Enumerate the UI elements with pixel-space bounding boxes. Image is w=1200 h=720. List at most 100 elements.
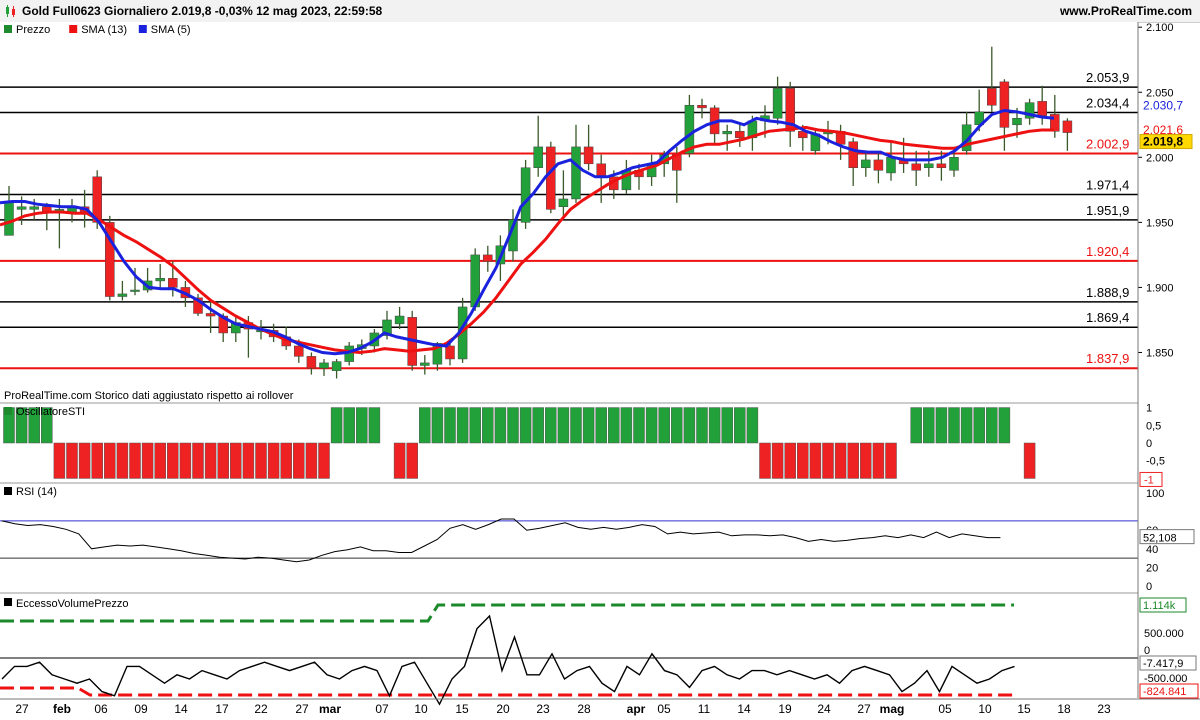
sti-bar xyxy=(834,442,847,479)
evp-y-tick-label: 500.000 xyxy=(1144,628,1184,640)
candle-body xyxy=(571,146,581,200)
sti-bar xyxy=(53,442,66,479)
evp-legend-swatch xyxy=(4,598,12,606)
sti-bar xyxy=(204,442,217,479)
sti-legend-swatch xyxy=(4,407,12,415)
sti-bar xyxy=(293,442,305,479)
price-legend-swatch xyxy=(69,25,78,33)
x-tick-label: 20 xyxy=(496,702,510,716)
sma13-last-tag-bg xyxy=(1140,123,1192,138)
evp-lower-band xyxy=(0,686,1014,697)
x-tick-label: 27 xyxy=(857,702,871,716)
evp-value-tag: -7.417,9 xyxy=(1143,658,1183,670)
sti-bar xyxy=(305,442,318,479)
sti-bar xyxy=(154,442,166,479)
price-footer-text: ProRealTime.com Storico dati aggiustato … xyxy=(4,390,294,402)
evp-upper-tag: 1.114k xyxy=(1143,600,1176,612)
x-tick-label: 09 xyxy=(134,702,148,716)
candlestick-icon xyxy=(6,5,15,17)
candle-body xyxy=(294,345,304,357)
sti-bar xyxy=(923,407,935,444)
x-tick-label: mar xyxy=(319,702,341,716)
price-legend-label: SMA (5) xyxy=(151,24,191,36)
x-tick-label: 19 xyxy=(778,702,792,716)
rsi-y-tick-label: 40 xyxy=(1146,544,1158,556)
evp-lower-tag-bg xyxy=(1139,683,1199,699)
sti-bar xyxy=(759,442,771,479)
horizontal-level-label: 1.869,4 xyxy=(1086,310,1129,325)
candle-body xyxy=(432,343,443,365)
sti-bar xyxy=(192,442,204,479)
sti-legend-label: OscillatoreSTI xyxy=(16,406,85,418)
candle-body xyxy=(394,315,405,325)
sti-bar xyxy=(141,442,154,479)
candle-body xyxy=(1012,118,1022,126)
sti-bar xyxy=(847,442,859,479)
evp-upper-band xyxy=(0,603,1014,623)
sti-bar xyxy=(532,407,544,444)
candle-body xyxy=(861,159,871,168)
candle-body xyxy=(848,141,858,168)
sti-bar xyxy=(557,407,570,444)
candle-body xyxy=(331,361,342,371)
sti-bar xyxy=(28,407,40,444)
sti-bar xyxy=(645,407,658,444)
x-tick-label: 10 xyxy=(978,702,992,716)
sma13-last-tag: 2.021,6 xyxy=(1143,123,1183,137)
sti-bar xyxy=(960,407,973,444)
horizontal-level-label: 1.837,9 xyxy=(1086,351,1129,366)
sti-bar xyxy=(986,407,998,444)
sti-bar xyxy=(129,442,141,479)
x-tick-label: 11 xyxy=(698,702,711,716)
x-tick-label: 15 xyxy=(455,702,469,716)
price-legend-swatch xyxy=(4,25,12,33)
x-tick-label: 24 xyxy=(817,702,831,716)
sti-bar xyxy=(393,442,406,479)
horizontal-level-label: 1.920,4 xyxy=(1086,244,1129,259)
candle-body xyxy=(117,293,128,297)
x-tick-label: apr xyxy=(627,702,646,716)
candle-body xyxy=(1062,120,1073,133)
sti-bar xyxy=(280,442,292,479)
price-y-tick-label: 2.100 xyxy=(1146,22,1174,34)
x-tick-label: 10 xyxy=(414,702,428,716)
sti-bar xyxy=(973,407,985,444)
sti-bar xyxy=(708,407,721,444)
evp-legend-label: EccessoVolumePrezzo xyxy=(16,598,129,610)
evp-y-tick-label: -500.000 xyxy=(1144,673,1187,685)
price-y-tick-label: 1.950 xyxy=(1146,217,1174,229)
candle-body xyxy=(193,297,203,314)
sti-bar xyxy=(217,442,229,479)
candle-body xyxy=(873,159,884,171)
sti-bar xyxy=(406,442,418,479)
x-tick-label: 15 xyxy=(1017,702,1031,716)
horizontal-level-label: 2.053,9 xyxy=(1086,70,1129,85)
sti-bar xyxy=(368,407,381,444)
x-tick-label: 28 xyxy=(577,702,591,716)
sti-last-tag-bg xyxy=(1139,471,1163,487)
sti-bar xyxy=(15,407,28,444)
horizontal-level-label: 2.002,9 xyxy=(1086,137,1129,152)
sti-bar xyxy=(431,407,444,444)
sti-bar xyxy=(948,407,960,444)
candle-body xyxy=(772,88,783,119)
candle-body xyxy=(382,319,392,336)
price-legend-swatch xyxy=(138,25,147,33)
sti-bar xyxy=(620,407,633,444)
x-tick-label: 05 xyxy=(657,702,671,716)
sma13-line xyxy=(0,125,1054,355)
site-url[interactable]: www.ProRealTime.com xyxy=(1059,4,1192,18)
sti-bar xyxy=(66,442,78,479)
x-tick-label: 14 xyxy=(174,702,188,716)
sti-bar xyxy=(545,407,557,444)
sti-bar xyxy=(456,407,469,444)
candle-body xyxy=(520,167,531,223)
rsi-y-tick-label: 20 xyxy=(1146,562,1158,574)
sti-bar xyxy=(482,407,494,444)
evp-value-tag-bg xyxy=(1139,655,1197,671)
sti-bar xyxy=(784,442,796,479)
candle-body xyxy=(936,163,947,168)
price-y-tick-label: 2.000 xyxy=(1146,152,1174,164)
sti-bar xyxy=(78,442,91,479)
